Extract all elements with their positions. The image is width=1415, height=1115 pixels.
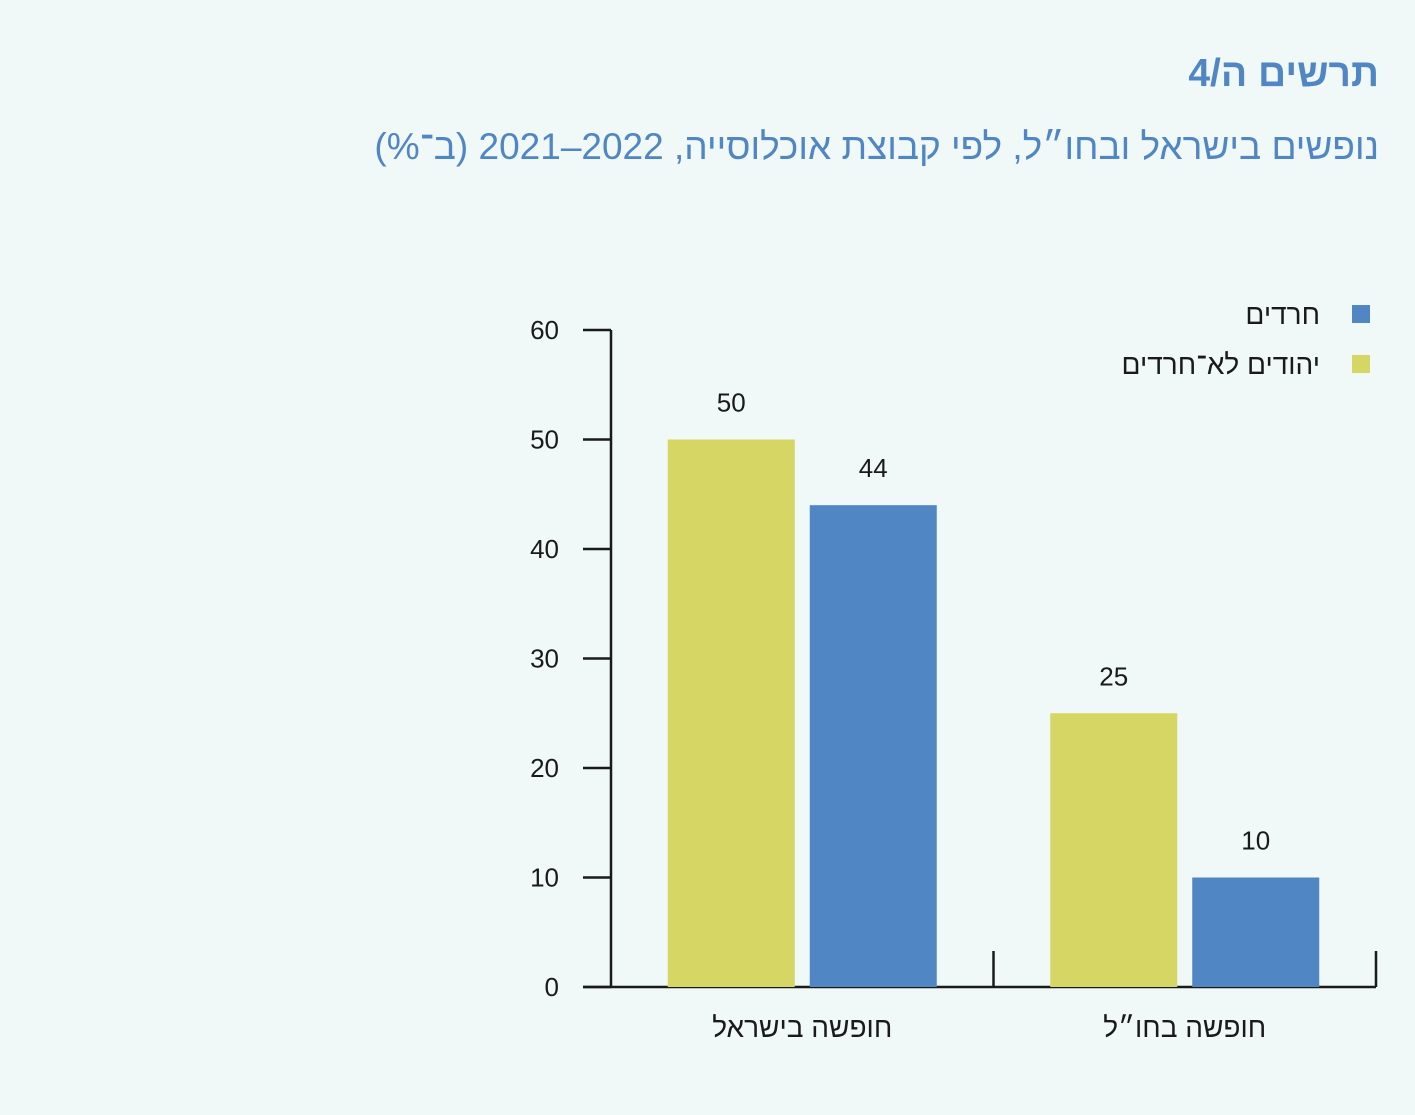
figure-subtitle: נופשים בישראל ובחו״ל, לפי קבוצת אוכלוסיי…: [374, 126, 1379, 167]
y-tick-label: 0: [545, 972, 559, 1002]
y-tick-label: 60: [530, 315, 559, 345]
figure-title: תרשים ה/4: [1188, 52, 1379, 95]
bar-value-label: 10: [1241, 826, 1270, 856]
bar: [667, 439, 795, 987]
y-tick-label: 40: [530, 534, 559, 564]
legend: חרדים יהודים לא־חרדים: [1122, 299, 1370, 380]
legend-label: יהודים לא־חרדים: [1122, 349, 1320, 380]
data-labels: 50 44 25 10: [717, 388, 1270, 856]
y-tick-label: 30: [530, 644, 559, 674]
legend-swatch: [1352, 355, 1370, 373]
category-label: חופשה בישראל: [712, 1012, 892, 1043]
y-tick-label: 50: [530, 425, 559, 455]
bar: [1050, 713, 1178, 987]
bars: [667, 439, 1320, 987]
category-label: חופשה בחו״ל: [1103, 1012, 1266, 1043]
legend-label: חרדים: [1245, 299, 1320, 330]
legend-swatch: [1352, 305, 1370, 323]
bar: [1192, 877, 1320, 987]
y-axis: 0 10 20 30 40 50 60: [530, 315, 613, 1002]
category-labels: חופשה בישראל חופשה בחו״ל: [712, 1012, 1266, 1043]
y-tick-label: 10: [530, 863, 559, 893]
bar-value-label: 50: [717, 388, 746, 418]
bar: [809, 505, 937, 987]
bar-value-label: 25: [1099, 661, 1128, 691]
y-tick-label: 20: [530, 753, 559, 783]
bar-value-label: 44: [859, 453, 888, 483]
